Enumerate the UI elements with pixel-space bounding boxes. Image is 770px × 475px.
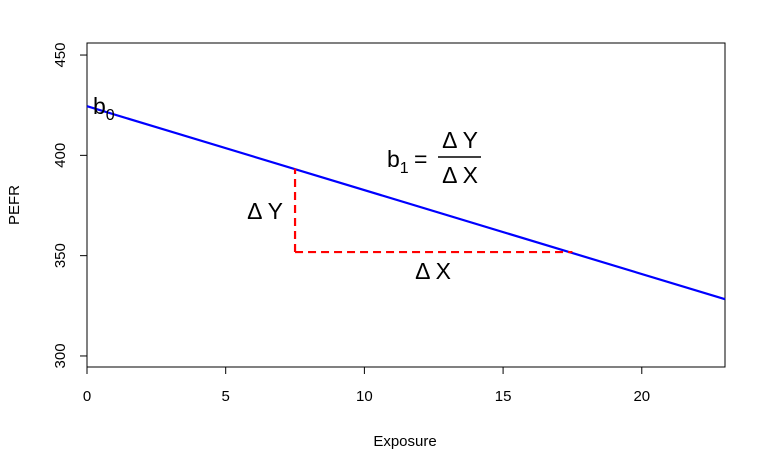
plot-area [86,42,726,368]
slope-base: b [387,146,400,172]
plot-frame [86,42,726,368]
x-tick-label: 5 [222,388,230,405]
regression-line [86,105,726,301]
x-tick-label: 20 [633,388,650,405]
intercept-base: b [93,93,106,119]
delta-x-label: Δ X [415,258,451,284]
slope-equals: = [414,146,427,172]
x-tick-label: 10 [356,388,373,405]
x-tick-label: 15 [495,388,512,405]
svg-text:b1: b1 [387,146,409,177]
y-tick-label: 350 [52,243,69,268]
chart-marks [86,105,726,301]
y-tick-label: 450 [52,43,69,68]
y-tick-label: 300 [52,343,69,368]
slope-subscript: 1 [400,160,409,177]
y-axis-label: PEFR [6,185,23,225]
delta-y-label: Δ Y [247,198,283,224]
slope-numerator: Δ Y [442,127,478,153]
slope-denominator: Δ X [442,162,478,188]
x-tick-label: 0 [83,388,91,405]
slope-formula: b1 = Δ Y Δ X [387,127,481,188]
intercept-subscript: 0 [106,107,115,124]
intercept-annotation: b0 [93,93,115,124]
y-tick-label: 400 [52,143,69,168]
x-axis-label: Exposure [373,433,436,450]
